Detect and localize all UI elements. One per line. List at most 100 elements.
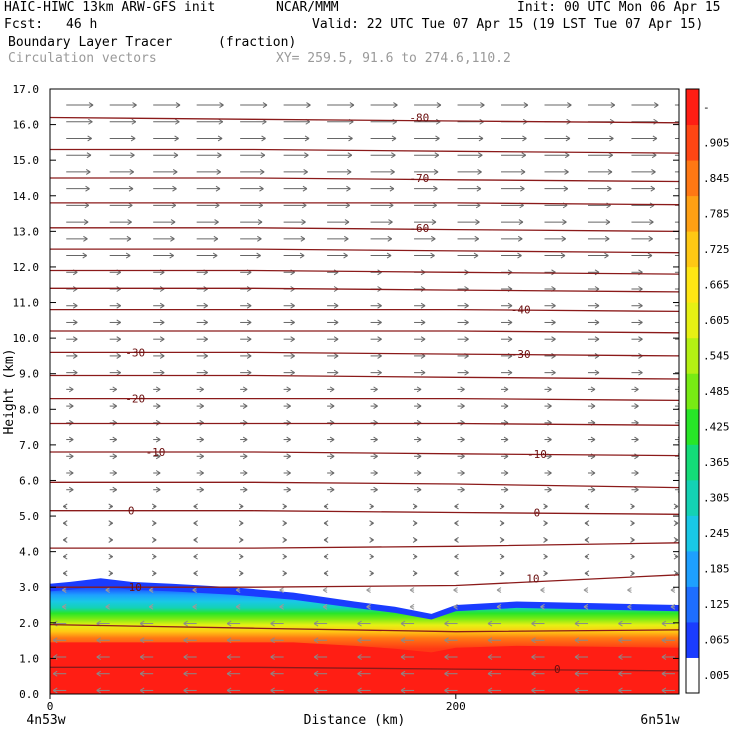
circulation-vector <box>66 219 89 226</box>
y-tick-label: 11.0 <box>13 297 40 310</box>
colorbar-label: .905 <box>703 136 730 149</box>
circulation-vector <box>487 620 502 627</box>
circulation-vector <box>630 520 635 527</box>
circulation-vector <box>66 252 87 259</box>
circulation-vector <box>153 168 178 175</box>
circulation-vector <box>151 570 157 577</box>
colorbar-swatch <box>686 479 699 516</box>
circulation-vector <box>270 620 284 627</box>
circulation-vector <box>370 269 382 276</box>
circulation-vector <box>183 620 197 627</box>
circulation-vector <box>283 319 295 326</box>
circulation-vector <box>327 419 335 426</box>
circulation-vector <box>457 369 469 376</box>
circulation-vector <box>66 135 92 142</box>
circulation-vector <box>543 553 548 560</box>
y-axis-label: Height (km) <box>2 348 17 434</box>
circulation-vector <box>499 570 505 577</box>
circulation-vector <box>283 386 291 393</box>
temperature-contour <box>50 623 679 633</box>
colorbar-swatch <box>686 337 699 374</box>
circulation-vector <box>109 369 121 376</box>
colorbar-label: .245 <box>703 527 730 540</box>
circulation-vector <box>153 219 176 226</box>
circulation-vector <box>630 536 635 543</box>
circulation-vector <box>540 603 545 610</box>
circulation-vector <box>240 219 263 226</box>
circulation-vector <box>587 252 609 259</box>
circulation-vector <box>153 419 161 426</box>
circulation-vector <box>412 520 418 527</box>
circulation-vector <box>109 403 117 410</box>
temperature-contour <box>50 351 679 357</box>
circulation-vector <box>153 235 175 242</box>
circulation-vector <box>283 369 295 376</box>
y-tick-label: 6.0 <box>19 474 39 487</box>
field1-units: (fraction) <box>218 35 297 50</box>
y-tick-label: 10.0 <box>13 332 40 345</box>
circulation-vector <box>62 503 68 510</box>
y-tick-label: 1.0 <box>19 652 39 665</box>
circulation-vector <box>618 654 632 660</box>
circulation-vector <box>444 654 458 660</box>
circulation-vector <box>283 168 308 175</box>
circulation-vector <box>409 603 415 610</box>
circulation-vector <box>66 202 90 209</box>
circulation-vector <box>631 185 656 192</box>
circulation-vector <box>631 369 643 376</box>
circulation-vector <box>544 219 567 226</box>
circulation-vector <box>153 369 165 376</box>
circulation-vector <box>544 235 566 242</box>
circulation-vector <box>66 319 78 326</box>
circulation-vector <box>370 486 378 493</box>
contour-label: 0 <box>534 507 541 520</box>
temperature-contour <box>50 177 679 183</box>
circulation-vector <box>313 637 328 644</box>
circulation-vector <box>544 336 556 343</box>
circulation-vector <box>139 687 154 694</box>
circulation-vector <box>279 587 284 594</box>
y-tick-label: 2.0 <box>19 617 39 630</box>
circulation-vector <box>327 403 335 410</box>
temperature-contour <box>50 542 679 549</box>
circulation-vector <box>674 386 679 393</box>
circulation-vector <box>414 436 422 443</box>
circulation-vector <box>109 219 132 226</box>
circulation-vector <box>153 336 165 343</box>
circulation-vector <box>501 185 525 192</box>
circulation-vector <box>109 453 117 460</box>
circulation-vector <box>109 486 117 493</box>
circulation-vector <box>414 185 438 192</box>
circulation-vector <box>674 419 679 426</box>
circulation-vector <box>618 637 632 644</box>
circulation-vector <box>414 470 422 476</box>
y-tick-label: 14.0 <box>13 190 40 203</box>
circulation-vector <box>151 553 157 560</box>
circulation-vector <box>62 536 68 543</box>
temperature-contour <box>50 451 679 457</box>
circulation-vector <box>327 436 335 443</box>
contour-label: -30 <box>125 346 145 359</box>
circulation-vector <box>674 255 679 257</box>
circulation-vector <box>196 252 218 259</box>
circulation-vector <box>369 503 374 510</box>
circulation-vector <box>574 620 588 627</box>
x-axis-label: Distance (km) <box>304 713 406 728</box>
circulation-vector <box>531 687 545 694</box>
circulation-vector <box>544 386 552 393</box>
circulation-vector <box>670 587 676 594</box>
temperature-contour <box>50 248 679 254</box>
circulation-vector <box>501 219 524 226</box>
circulation-vector <box>674 305 679 307</box>
circulation-vector <box>414 453 422 460</box>
circulation-vector <box>631 386 639 393</box>
circulation-vector <box>109 152 135 159</box>
circulation-vector <box>283 185 308 192</box>
circulation-vector <box>499 520 505 527</box>
circulation-vector <box>226 654 241 660</box>
circulation-vector <box>370 252 392 259</box>
circulation-vector <box>196 185 221 192</box>
circulation-vector <box>674 338 679 340</box>
circulation-vector <box>139 670 154 677</box>
circulation-vector <box>148 587 154 594</box>
